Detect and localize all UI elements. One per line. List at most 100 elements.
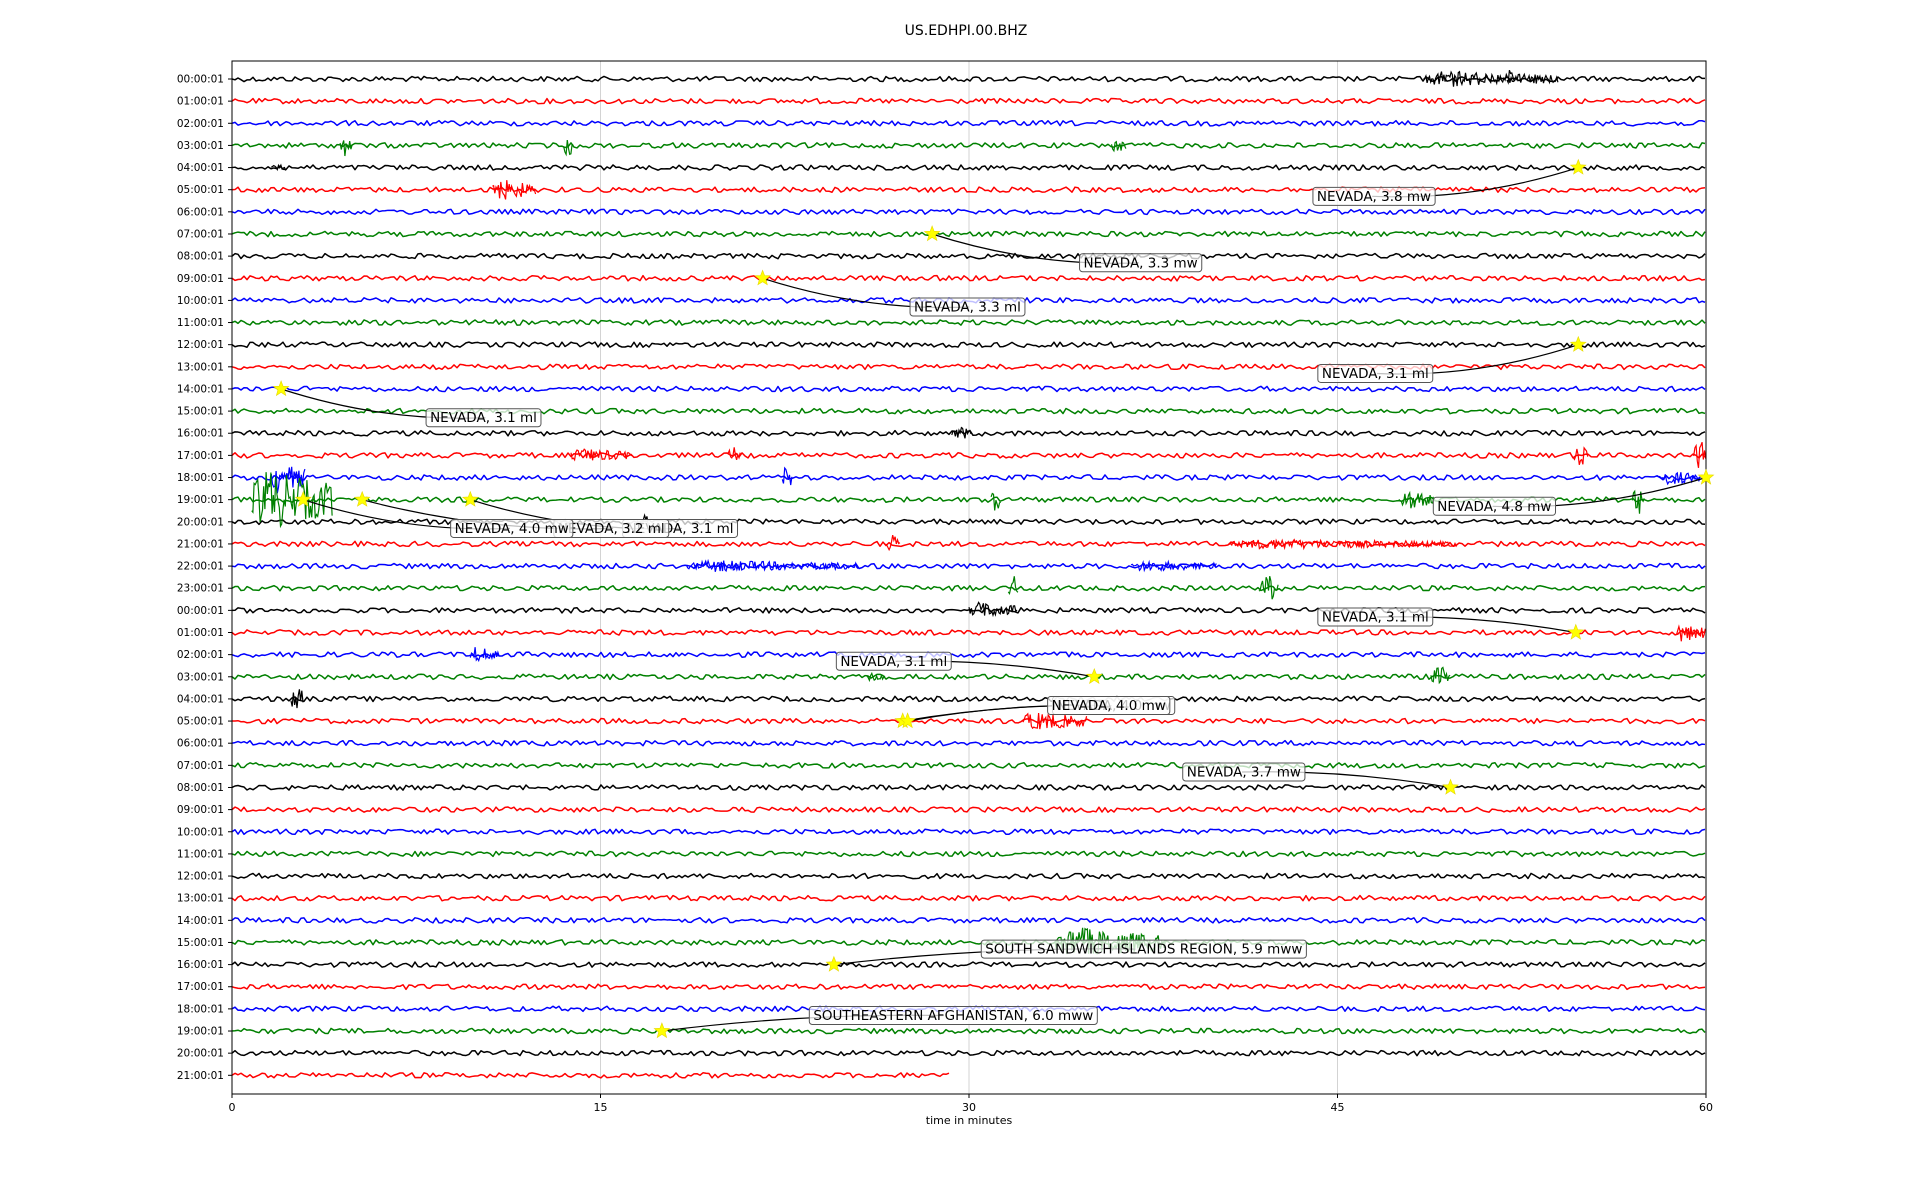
trace-line (231, 983, 1706, 991)
row-time-label: 11:00:01 (177, 848, 224, 860)
event-annotations: NEVADA, 3.8 mw NEVADA, 3.3 mw NEVADA, 3.3 … (272, 158, 1715, 1039)
burst-signal (1631, 489, 1645, 514)
event-label: NEVADA, 4.0 mw (1047, 696, 1171, 716)
event-label: NEVADA, 3.7 mw (1182, 762, 1306, 782)
row-time-label: 07:00:01 (177, 228, 224, 240)
burst-signal (951, 426, 972, 439)
row-time-label: 00:00:01 (177, 74, 224, 86)
row-time-label: 03:00:01 (177, 140, 224, 152)
event-label: NEVADA, 3.8 mw (1312, 186, 1436, 206)
trace-line (231, 894, 1706, 902)
row-time-labels: 00:00:01 01:00:01 02:00:01 03:00:01 04:00:01… (177, 74, 232, 1082)
trace-line (231, 75, 1706, 83)
row-time-label: 04:00:01 (177, 162, 224, 174)
burst-signal (1398, 490, 1436, 509)
event-label-box (1312, 186, 1436, 206)
row-time-label: 02:00:01 (177, 118, 224, 130)
event-star-marker (825, 955, 843, 972)
event-label: NEVADA, 3.1 ml (1317, 363, 1434, 383)
trace-line (231, 186, 1706, 194)
burst-signal (1506, 69, 1515, 85)
trace-line (231, 119, 1706, 127)
row-time-label: 17:00:01 (177, 450, 224, 462)
event-star-marker (1085, 667, 1103, 684)
trace-line (231, 363, 1706, 371)
burst-signal (727, 447, 741, 461)
row-time-label: 15:00:01 (177, 937, 224, 949)
event-label: NEVADA, 3.3 mw (1079, 253, 1203, 273)
burst-signal (290, 689, 304, 709)
burst-signal (570, 448, 633, 462)
trace-line (231, 1027, 1706, 1035)
trace-line (231, 385, 1706, 393)
event-label-box (835, 651, 952, 671)
row-time-label: 03:00:01 (177, 671, 224, 683)
trace-line (231, 1072, 950, 1079)
burst-signal (1572, 446, 1589, 465)
burst-signal (781, 466, 793, 486)
row-time-label: 05:00:01 (177, 716, 224, 728)
event-star-marker (461, 490, 479, 507)
row-time-label: 09:00:01 (177, 273, 224, 285)
trace-line (231, 916, 1706, 924)
burst-signal (1430, 666, 1451, 685)
event-label-text: NEVADA, 3.1 ml (1322, 610, 1429, 626)
event-label-text: NEVADA, 3.2 ml (558, 521, 665, 537)
trace-line (231, 562, 1706, 570)
event-label: NEVADA, 3.1 ml (835, 651, 952, 671)
burst-signal (469, 647, 500, 663)
event-label-box (1047, 696, 1171, 716)
row-time-label: 05:00:01 (177, 184, 224, 196)
trace-line (231, 872, 1706, 880)
burst-signal (685, 558, 859, 573)
burst-signal (1007, 576, 1019, 596)
row-time-label: 13:00:01 (177, 893, 224, 905)
row-time-label: 11:00:01 (177, 317, 224, 329)
event-label-box (909, 297, 1026, 317)
row-time-label: 18:00:01 (177, 1003, 224, 1015)
row-time-label: 04:00:01 (177, 693, 224, 705)
trace-line (231, 584, 1706, 592)
event-star-marker (899, 712, 917, 729)
event-label-text: NEVADA, 3.3 mw (1084, 255, 1198, 271)
row-time-label: 16:00:01 (177, 428, 224, 440)
trace-line (231, 784, 1706, 791)
row-time-label: 02:00:01 (177, 649, 224, 661)
event-label-text: NEVADA, 4.0 mw (455, 521, 569, 537)
x-tick-label: 45 (1331, 1101, 1345, 1114)
event-label-box (808, 1006, 1098, 1026)
x-tick-label: 0 (229, 1101, 236, 1114)
x-axis-ticks: 0 15 30 45 60 (229, 1094, 1713, 1114)
event-star-marker (272, 380, 290, 397)
burst-signal (865, 671, 886, 683)
event-star-marker (1569, 335, 1587, 352)
event-label: NEVADA, 3.3 ml (909, 297, 1026, 317)
burst-signal (492, 180, 537, 200)
trace-line (231, 717, 1706, 725)
row-time-label: 06:00:01 (177, 738, 224, 750)
event-star-marker (754, 269, 771, 286)
row-time-label: 18:00:01 (177, 472, 224, 484)
trace-line (231, 540, 1706, 548)
row-time-label: 08:00:01 (177, 251, 224, 263)
event-label-box (425, 408, 542, 428)
trace-line (231, 739, 1706, 747)
burst-signal (251, 472, 333, 529)
burst-signal (968, 601, 1018, 618)
event-star-marker (1697, 468, 1715, 485)
row-time-label: 17:00:01 (177, 981, 224, 993)
event-label-text: NEVADA, 3.7 mw (1187, 764, 1301, 780)
event-star-marker (923, 225, 941, 242)
row-time-label: 23:00:01 (177, 583, 224, 595)
event-label: NEVADA, 3.1 ml (425, 408, 542, 428)
event-label: NEVADA, 3.1 ml (1317, 607, 1434, 627)
event-label-text: NEVADA, 4.0 mw (1052, 698, 1166, 714)
trace-line (231, 252, 1706, 260)
row-time-label: 01:00:01 (177, 627, 224, 639)
trace-line (231, 97, 1706, 105)
plot-frame (231, 60, 1707, 1095)
row-time-label: 15:00:01 (177, 406, 224, 418)
row-time-label: 14:00:01 (177, 383, 224, 395)
event-label-text: NEVADA, 3.1 ml (840, 654, 947, 670)
